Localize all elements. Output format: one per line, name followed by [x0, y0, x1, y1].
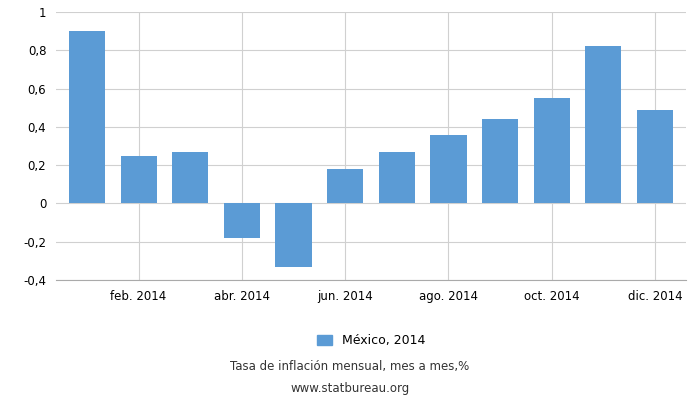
- Bar: [533, 98, 570, 204]
- Bar: [69, 31, 105, 204]
- Bar: [430, 134, 466, 204]
- Bar: [585, 46, 622, 204]
- Bar: [276, 204, 312, 266]
- Text: www.statbureau.org: www.statbureau.org: [290, 382, 410, 395]
- Bar: [224, 204, 260, 238]
- Bar: [637, 110, 673, 204]
- Bar: [379, 152, 415, 204]
- Bar: [120, 156, 157, 204]
- Bar: [482, 119, 518, 204]
- Legend: México, 2014: México, 2014: [312, 329, 430, 352]
- Bar: [327, 169, 363, 204]
- Bar: [172, 152, 209, 204]
- Text: Tasa de inflación mensual, mes a mes,%: Tasa de inflación mensual, mes a mes,%: [230, 360, 470, 373]
